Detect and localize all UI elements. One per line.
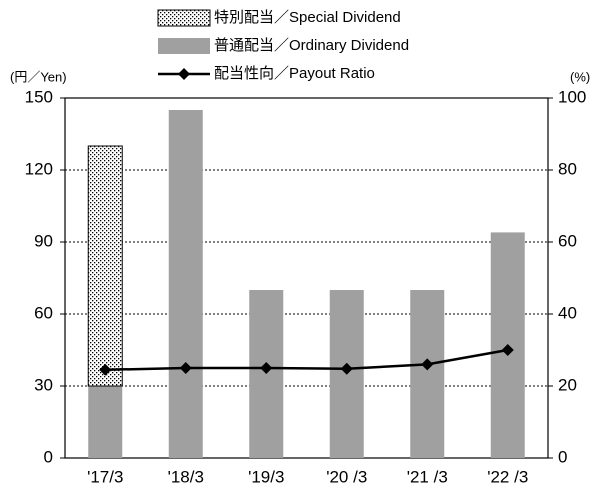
y2-tick-label: 100 bbox=[558, 87, 586, 106]
legend-swatch bbox=[157, 9, 211, 27]
legend-label: 特別配当／Special Dividend bbox=[214, 9, 401, 26]
marker bbox=[421, 358, 434, 371]
legend-label: 普通配当／Ordinary Dividend bbox=[214, 37, 409, 54]
marker bbox=[260, 362, 273, 374]
y2-tick-label: 0 bbox=[558, 447, 567, 466]
y-tick-label: 120 bbox=[25, 159, 53, 178]
y-tick-label: 90 bbox=[34, 231, 53, 250]
legend-marker bbox=[178, 68, 190, 80]
bar bbox=[410, 290, 445, 458]
y-tick-label: 150 bbox=[25, 87, 53, 106]
marker bbox=[99, 363, 112, 376]
line bbox=[105, 348, 508, 372]
marker bbox=[179, 362, 192, 374]
x-tick-label: '18/3 bbox=[168, 467, 204, 486]
x-tick-label: '20 /3 bbox=[326, 467, 367, 486]
legend-label: 配当性向／Payout Ratio bbox=[214, 65, 375, 82]
bar bbox=[87, 145, 123, 387]
y2-axis-label: (%) bbox=[570, 69, 590, 84]
plot-frame bbox=[64, 97, 549, 459]
x-tick-label: '17/3 bbox=[87, 467, 123, 486]
x-tick-label: '22 /3 bbox=[487, 467, 528, 486]
bar bbox=[88, 386, 123, 458]
y2-tick-label: 60 bbox=[558, 231, 577, 250]
y-axis-label: (円／Yen) bbox=[10, 69, 67, 84]
y-tick-label: 0 bbox=[44, 447, 53, 466]
y2-tick-label: 20 bbox=[558, 375, 577, 394]
y-tick-label: 30 bbox=[34, 375, 53, 394]
marker bbox=[501, 344, 514, 356]
y-tick-label: 60 bbox=[34, 303, 53, 322]
y2-tick-label: 80 bbox=[558, 159, 577, 178]
bar bbox=[168, 110, 203, 458]
x-tick-label: '21 /3 bbox=[407, 467, 448, 486]
y2-tick-label: 40 bbox=[558, 303, 577, 322]
marker bbox=[340, 362, 353, 375]
legend-swatch bbox=[158, 38, 210, 54]
x-tick-label: '19/3 bbox=[248, 467, 284, 486]
